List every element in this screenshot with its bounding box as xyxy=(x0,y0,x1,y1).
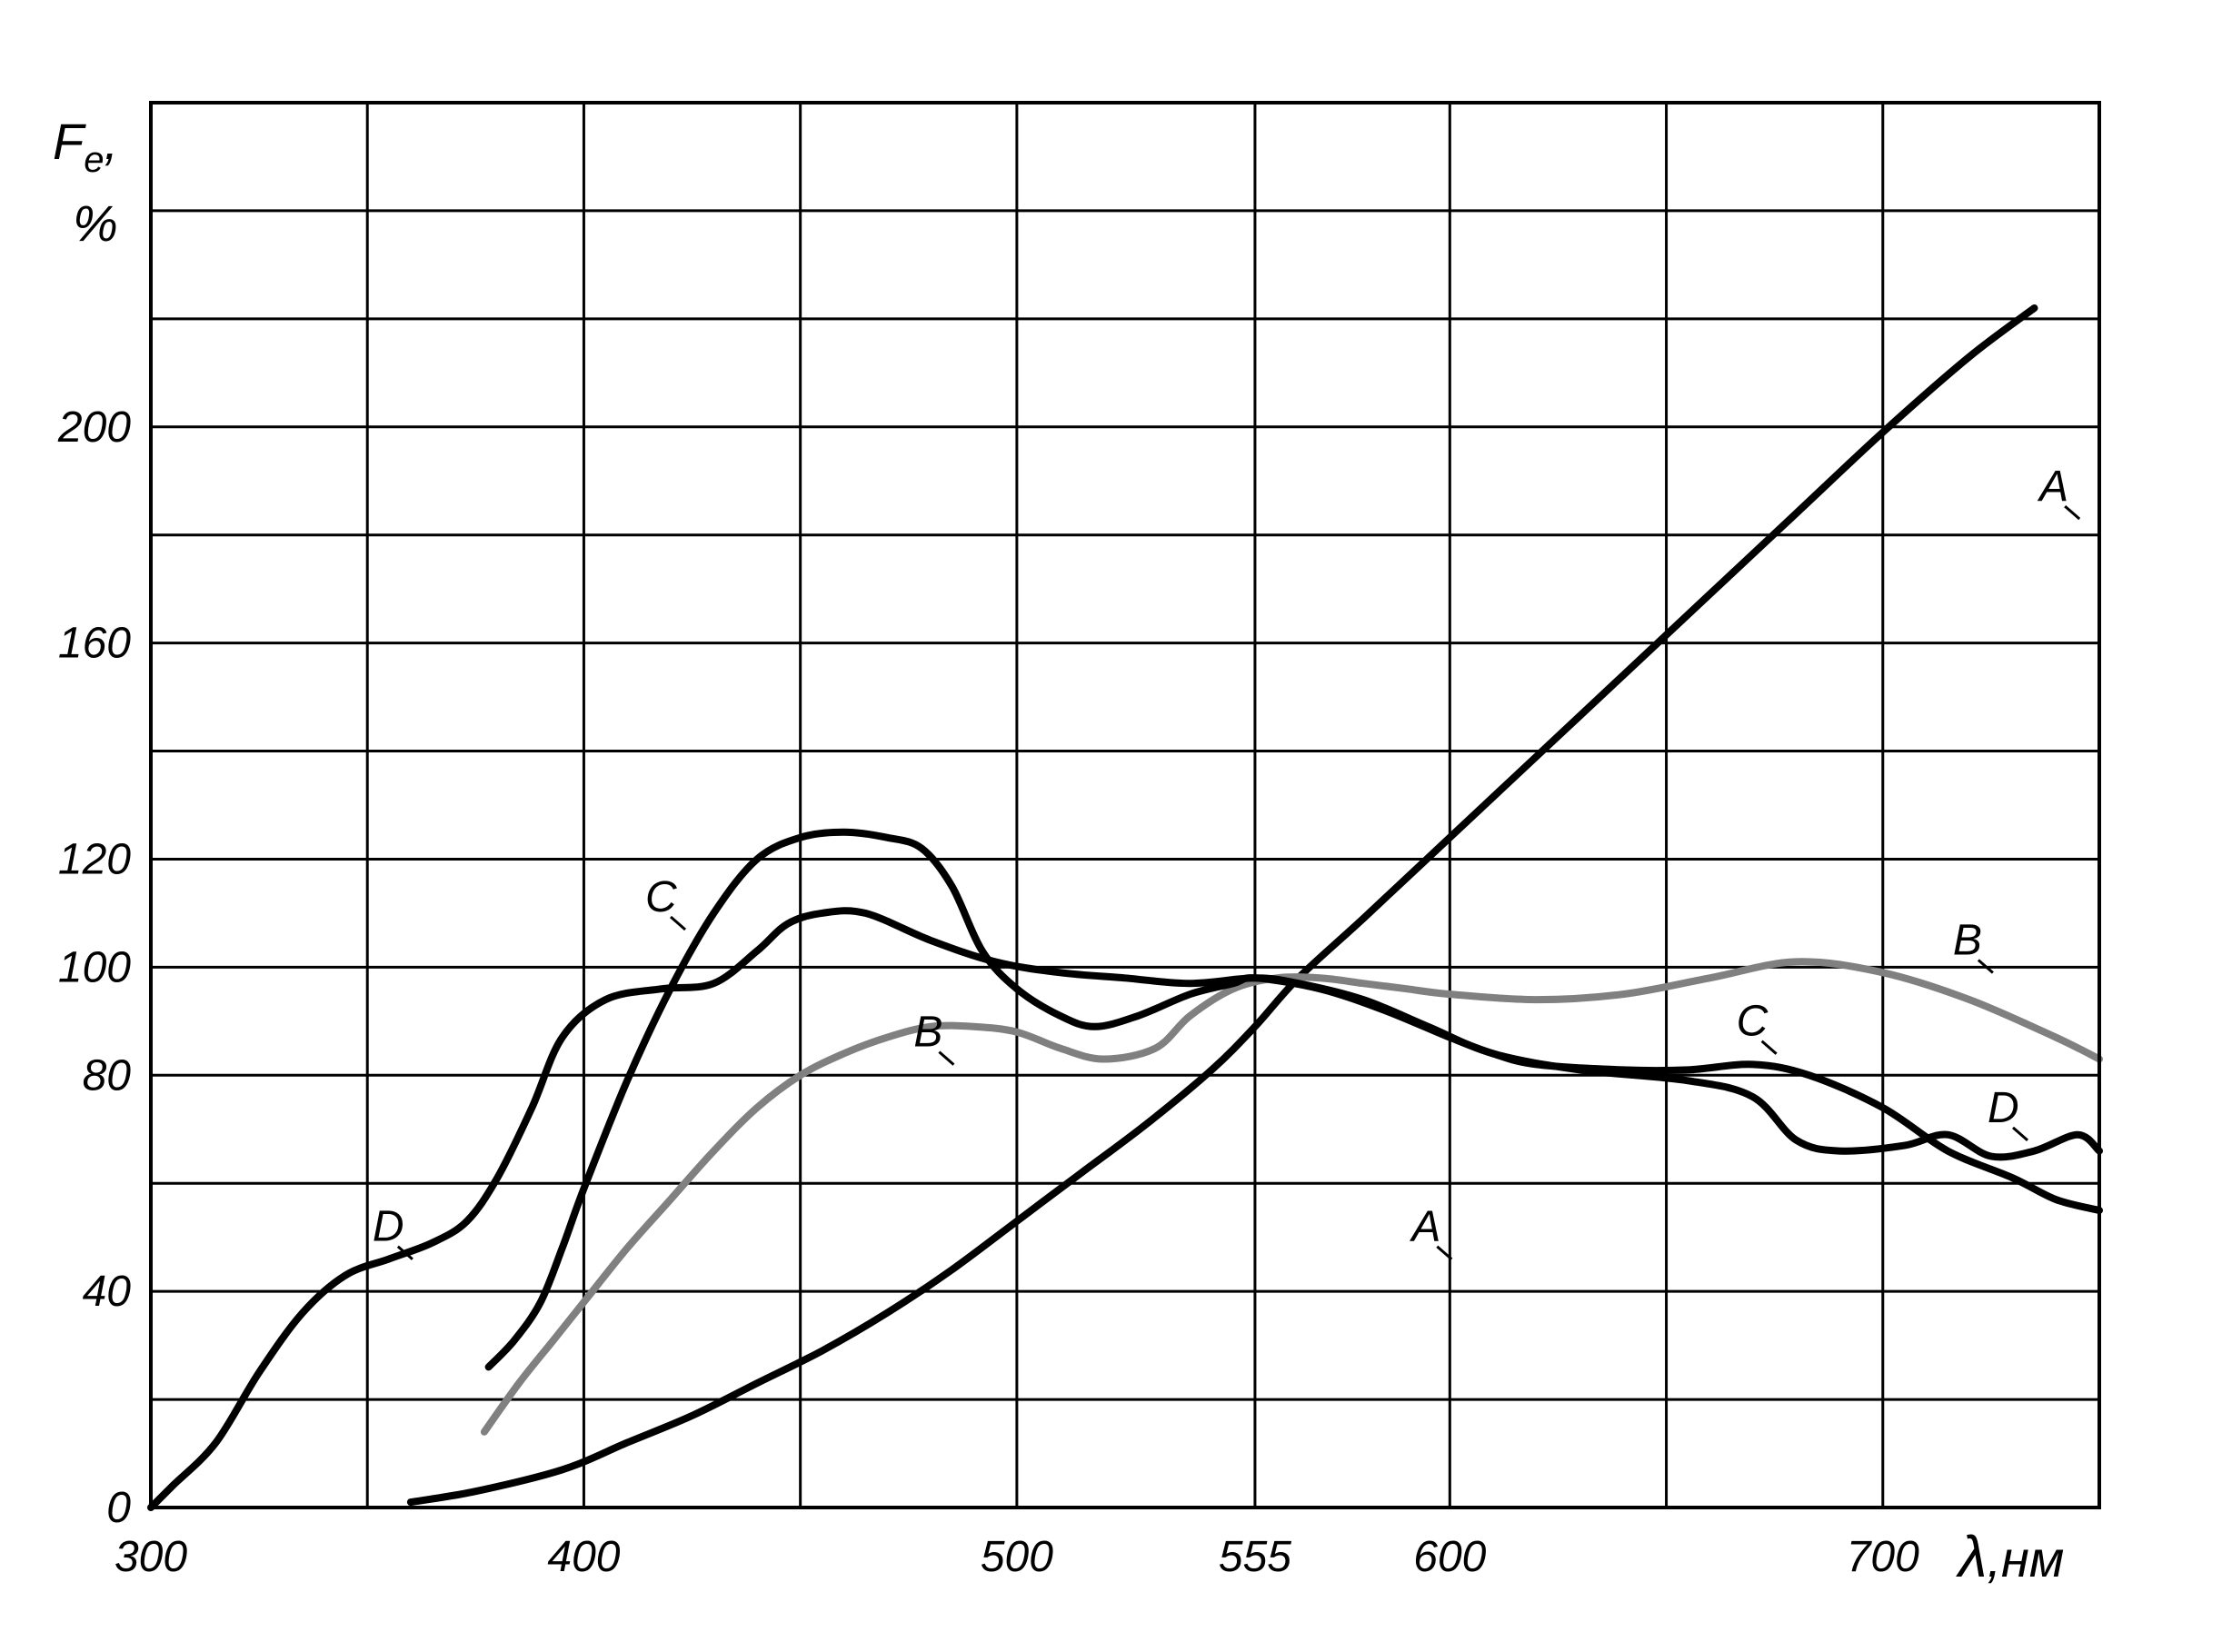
series-leader-C xyxy=(1760,1040,1778,1055)
series-label-A: A xyxy=(1409,1203,1440,1251)
x-tick-label: 555 xyxy=(1219,1533,1291,1581)
y-axis-label-main: F xyxy=(53,113,86,170)
x-tick-label: 300 xyxy=(115,1533,187,1581)
series-leader-B xyxy=(1977,959,1994,974)
series-leader-A xyxy=(1436,1245,1453,1260)
x-axis-label-symbol: λ xyxy=(1956,1524,1988,1589)
tick-labels: 300 400 500 555 600 700 0 40 80 100 120 160 200 xyxy=(57,403,1919,1581)
series-label-C: C xyxy=(1737,998,1769,1046)
series-line-D xyxy=(147,907,2103,1511)
series-leader-B xyxy=(938,1050,955,1066)
series-line-B xyxy=(480,958,2103,1436)
y-tick-label: 40 xyxy=(83,1268,132,1316)
series-label-D: D xyxy=(1988,1084,2019,1132)
grid xyxy=(151,103,2099,1508)
x-tick-label: 700 xyxy=(1847,1533,1919,1581)
plot-frame xyxy=(149,101,2101,1509)
series-leader-A xyxy=(2064,504,2081,521)
y-tick-label: 160 xyxy=(58,620,131,668)
series-label-B: B xyxy=(1953,917,1982,965)
series-layer: A A B B C C D D xyxy=(147,304,2103,1511)
y-axis-label: Fe, xyxy=(53,113,118,180)
y-tick-label: 0 xyxy=(106,1484,131,1532)
x-tick-label: 600 xyxy=(1413,1533,1486,1581)
series-leader-D xyxy=(2012,1126,2028,1142)
y-tick-label: 120 xyxy=(58,835,131,883)
y-tick-label: 80 xyxy=(83,1051,132,1100)
series-line-A xyxy=(406,304,2038,1507)
series-leader-D xyxy=(396,1245,414,1260)
series-label-A: A xyxy=(2037,463,2068,511)
series-label-C: C xyxy=(645,873,677,921)
y-axis-label-comma: , xyxy=(104,113,118,170)
series-line-C xyxy=(484,828,2103,1371)
x-tick-label: 500 xyxy=(981,1533,1053,1581)
y-axis-unit: % xyxy=(73,194,118,252)
series-leader-C xyxy=(670,915,687,931)
series-label-B: B xyxy=(913,1009,942,1057)
x-axis-label: λ,нм xyxy=(1956,1524,2064,1589)
y-tick-label: 100 xyxy=(58,943,131,991)
series-label-D: D xyxy=(373,1203,404,1251)
y-axis-label-sub: e xyxy=(84,140,104,180)
x-axis-label-unit: ,нм xyxy=(1988,1530,2065,1587)
y-tick-label: 200 xyxy=(57,403,131,452)
x-tick-label: 400 xyxy=(547,1533,620,1581)
